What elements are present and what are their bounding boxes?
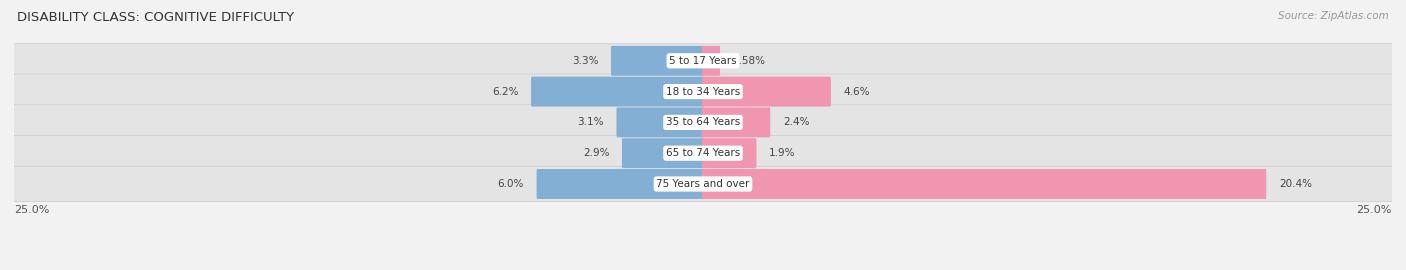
FancyBboxPatch shape <box>11 105 1395 140</box>
FancyBboxPatch shape <box>702 107 770 137</box>
Text: 2.9%: 2.9% <box>583 148 609 158</box>
FancyBboxPatch shape <box>11 136 1395 171</box>
Text: 6.2%: 6.2% <box>492 87 519 97</box>
FancyBboxPatch shape <box>531 77 704 107</box>
Text: 3.3%: 3.3% <box>572 56 599 66</box>
Text: 2.4%: 2.4% <box>783 117 810 127</box>
FancyBboxPatch shape <box>11 74 1395 109</box>
FancyBboxPatch shape <box>616 107 704 137</box>
FancyBboxPatch shape <box>702 77 831 107</box>
Text: 20.4%: 20.4% <box>1279 179 1312 189</box>
Text: Source: ZipAtlas.com: Source: ZipAtlas.com <box>1278 11 1389 21</box>
Text: 4.6%: 4.6% <box>844 87 870 97</box>
Text: 65 to 74 Years: 65 to 74 Years <box>666 148 740 158</box>
FancyBboxPatch shape <box>11 43 1395 78</box>
Text: 3.1%: 3.1% <box>578 117 603 127</box>
Text: 18 to 34 Years: 18 to 34 Years <box>666 87 740 97</box>
FancyBboxPatch shape <box>621 138 704 168</box>
Text: 25.0%: 25.0% <box>14 204 49 215</box>
Text: 35 to 64 Years: 35 to 64 Years <box>666 117 740 127</box>
Text: 5 to 17 Years: 5 to 17 Years <box>669 56 737 66</box>
Text: 1.9%: 1.9% <box>769 148 796 158</box>
Text: 25.0%: 25.0% <box>1357 204 1392 215</box>
FancyBboxPatch shape <box>537 169 704 199</box>
Text: 6.0%: 6.0% <box>498 179 524 189</box>
Text: 0.58%: 0.58% <box>733 56 766 66</box>
FancyBboxPatch shape <box>612 46 704 76</box>
FancyBboxPatch shape <box>11 166 1395 202</box>
FancyBboxPatch shape <box>702 46 720 76</box>
FancyBboxPatch shape <box>702 169 1267 199</box>
Text: DISABILITY CLASS: COGNITIVE DIFFICULTY: DISABILITY CLASS: COGNITIVE DIFFICULTY <box>17 11 294 24</box>
FancyBboxPatch shape <box>702 138 756 168</box>
Text: 75 Years and over: 75 Years and over <box>657 179 749 189</box>
